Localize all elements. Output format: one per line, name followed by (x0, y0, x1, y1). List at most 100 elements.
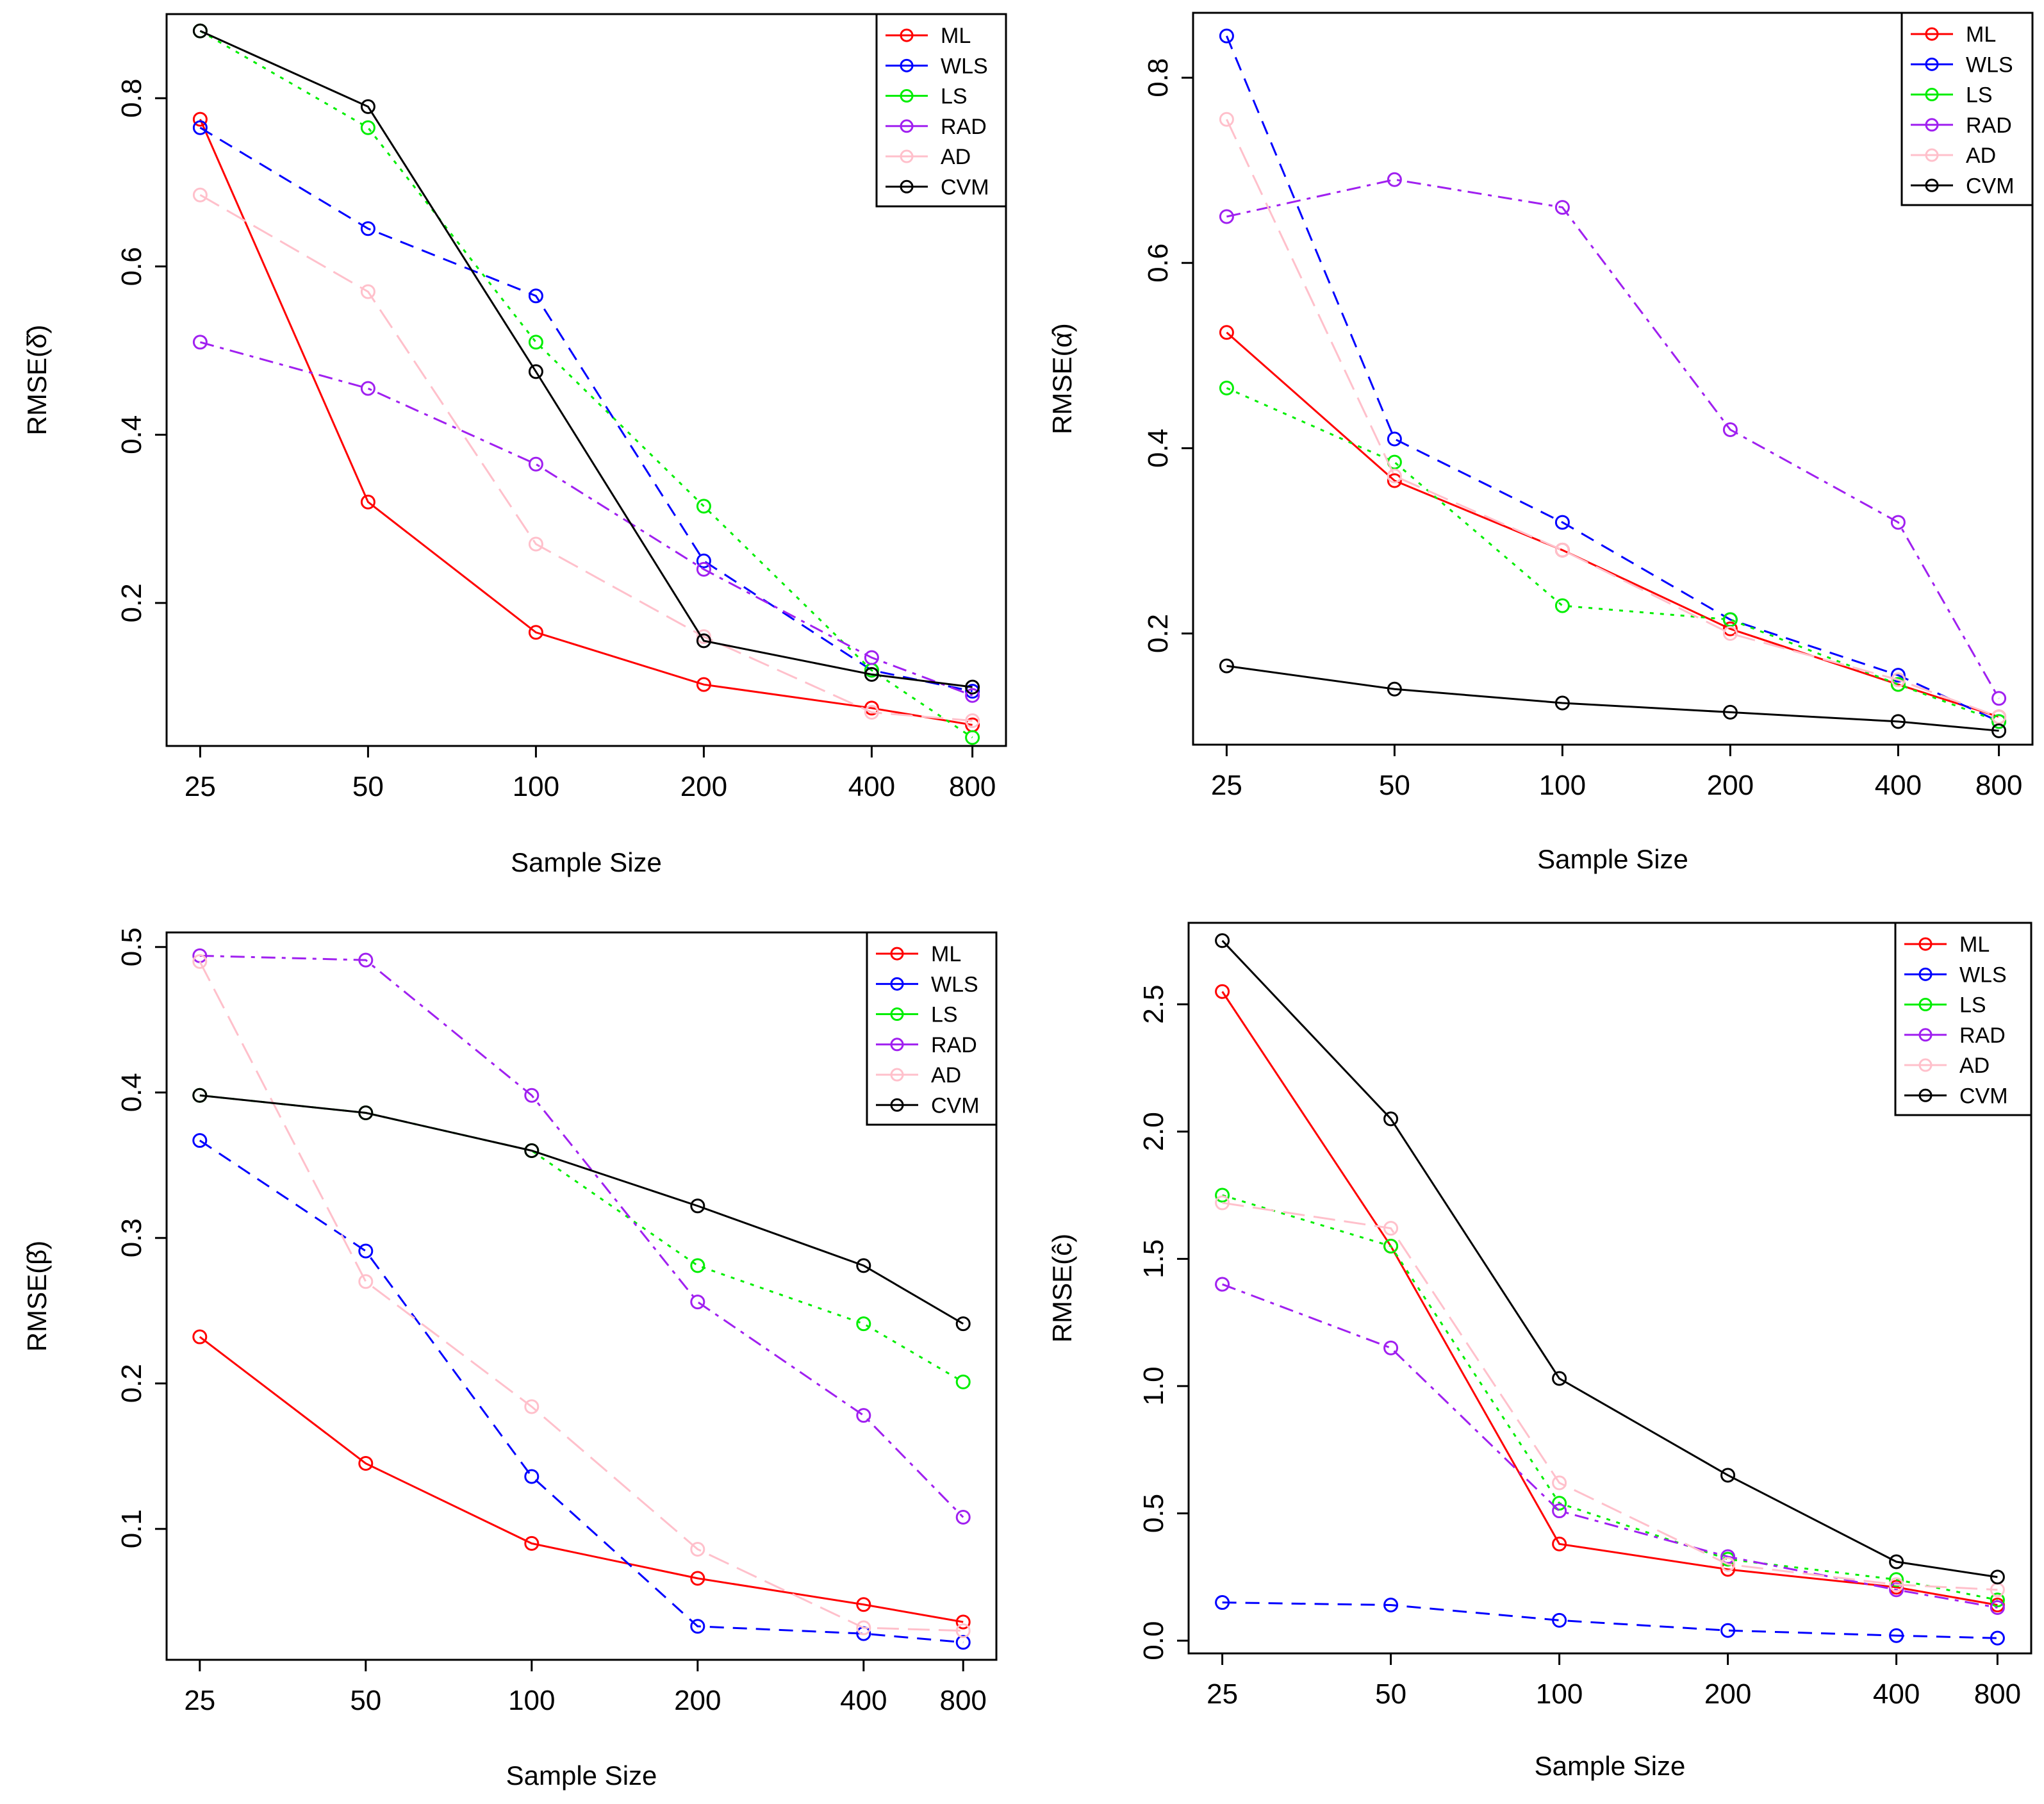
y-tick-label: 2.5 (1138, 985, 1169, 1024)
legend-marker-cvm (900, 179, 914, 194)
x-tick-label: 50 (1379, 770, 1410, 801)
y-tick-label: 1.5 (1138, 1239, 1169, 1279)
legend-label-ml: ML (1959, 932, 1990, 957)
data-point-wls (192, 1133, 208, 1148)
x-tick-label: 25 (185, 771, 216, 802)
x-tick-label: 25 (1211, 770, 1242, 801)
series-line-cvm (199, 29, 973, 688)
data-point-cvm (955, 1316, 971, 1332)
data-point-cvm (856, 1258, 871, 1273)
legend-label-cvm: CVM (941, 175, 989, 199)
y-tick-label: 0.2 (116, 1364, 147, 1403)
legend-label-ls: LS (941, 85, 968, 109)
series-wls (1219, 28, 2007, 729)
data-point-rad (1720, 1549, 1736, 1564)
legend-label-ml: ML (1966, 22, 1996, 47)
data-point-wls (524, 1469, 540, 1484)
legend-marker-cvm (1925, 178, 1939, 192)
data-point-ml (864, 700, 879, 716)
y-tick-label: 0.6 (1142, 244, 1174, 283)
series-ml (192, 1329, 971, 1630)
data-point-ml (1219, 325, 1234, 340)
data-point-ml (955, 1614, 971, 1630)
series-line-wls (1222, 1601, 1998, 1639)
y-axis-label: RMSE(δ̂) (22, 325, 52, 436)
series-rad (192, 948, 971, 1525)
series-ml (1219, 325, 2007, 725)
data-point-wls (360, 221, 375, 236)
x-tick-label: 100 (1539, 770, 1586, 801)
data-point-rad (1387, 172, 1402, 187)
data-point-rad (696, 561, 711, 577)
data-point-ml (524, 1535, 540, 1551)
data-point-wls (1889, 1628, 1904, 1643)
legend-label-cvm: CVM (931, 1093, 980, 1118)
legend-label-ad: AD (931, 1063, 961, 1088)
data-point-wls (1552, 1612, 1567, 1628)
data-point-ml (192, 1329, 208, 1345)
series-cvm (1215, 933, 2005, 1585)
legend-box (875, 13, 1007, 208)
legend-label-ls: LS (1966, 83, 1993, 108)
y-tick-label: 0.5 (1138, 1494, 1169, 1533)
series-cvm (192, 23, 980, 695)
x-tick-label: 200 (1704, 1678, 1751, 1710)
y-tick-label: 0.6 (116, 247, 147, 286)
data-point-rad (360, 381, 375, 396)
data-point-ls (1219, 380, 1234, 395)
data-point-cvm (360, 99, 375, 114)
series-ls (192, 1088, 971, 1389)
y-tick-label: 0.8 (1142, 58, 1174, 97)
data-point-ad (1552, 1475, 1567, 1491)
data-point-wls (358, 1243, 374, 1259)
data-point-ad (1383, 1221, 1399, 1236)
series-wls (192, 1133, 971, 1650)
plot-frame (165, 13, 1007, 747)
legend-marker-rad (900, 119, 914, 133)
data-point-ad (360, 284, 375, 299)
legend-marker-rad (1918, 1028, 1933, 1042)
x-axis-label: Sample Size (511, 847, 662, 877)
legend-label-wls: WLS (1959, 963, 2007, 987)
data-point-rad (358, 952, 374, 968)
legend-marker-ml (890, 947, 904, 961)
x-tick-label: 400 (840, 1685, 887, 1716)
y-tick-label: 0.4 (1142, 429, 1174, 468)
series-line-ad (199, 194, 973, 722)
legend-marker-ls (1918, 998, 1933, 1012)
legend-box (866, 931, 998, 1126)
data-point-ad (1889, 1577, 1904, 1593)
x-tick-label: 50 (1375, 1678, 1406, 1710)
series-wls (1215, 1595, 2005, 1646)
data-point-rad (856, 1408, 871, 1423)
data-point-rad (524, 1088, 540, 1103)
series-ad (1219, 112, 2007, 725)
series-line-wls (1226, 35, 2000, 723)
legend-label-ml: ML (931, 942, 961, 966)
data-point-ls (696, 499, 711, 514)
legend-marker-cvm (890, 1098, 904, 1112)
data-point-ad (1991, 709, 2007, 725)
legend-label-cvm: CVM (1966, 174, 2015, 198)
data-point-ls (360, 120, 375, 135)
chart-panel-beta: 25 50 100 200 400 800 Sample Size 0.1 0.2 0.3 0.4 0… (22, 927, 998, 1791)
legend-label-cvm: CVM (1959, 1084, 2008, 1108)
data-point-cvm (696, 633, 711, 649)
data-point-wls (965, 684, 980, 699)
data-point-ad (696, 629, 711, 644)
series-line-ad (1222, 1202, 1998, 1591)
legend-label-wls: WLS (931, 972, 978, 997)
data-point-wls (528, 288, 543, 304)
legend-label-ad: AD (1966, 144, 1996, 168)
y-tick-label: 0.8 (116, 79, 147, 118)
data-point-wls (1383, 1598, 1399, 1613)
data-point-ad (1722, 626, 1738, 641)
plot-frame (1192, 12, 2034, 746)
data-point-ml (856, 1597, 871, 1612)
legend-marker-rad (890, 1038, 904, 1052)
series-rad (192, 335, 980, 703)
data-point-ls (1722, 612, 1738, 627)
data-point-cvm (1722, 704, 1738, 720)
series-rad (1215, 1277, 2005, 1616)
